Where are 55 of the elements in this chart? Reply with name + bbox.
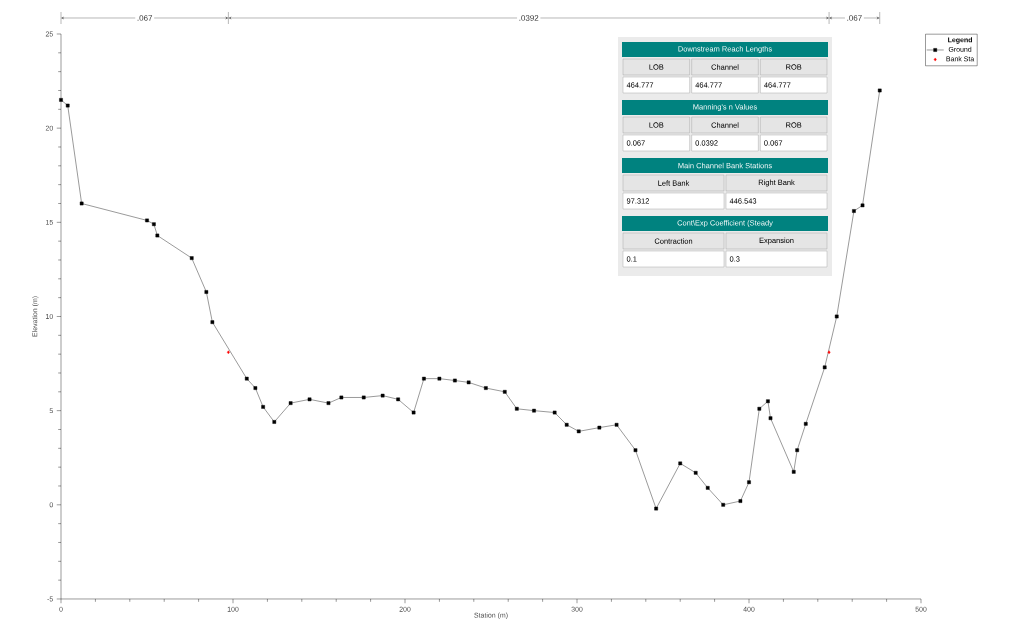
point <box>380 393 385 398</box>
point <box>204 290 209 294</box>
point <box>532 408 536 413</box>
point <box>272 420 277 424</box>
point <box>791 470 796 474</box>
point <box>738 499 743 503</box>
point <box>827 350 831 355</box>
point <box>614 422 619 427</box>
point <box>155 233 160 238</box>
point <box>396 397 400 402</box>
point <box>633 448 638 452</box>
point <box>145 218 149 223</box>
point <box>59 98 63 102</box>
point <box>411 410 416 415</box>
point <box>226 350 230 355</box>
point <box>307 397 312 402</box>
point <box>515 406 519 411</box>
point <box>795 448 799 452</box>
point <box>189 256 194 260</box>
point <box>822 365 827 370</box>
point <box>361 395 366 400</box>
point <box>564 422 569 427</box>
point <box>576 429 581 434</box>
point <box>721 503 726 507</box>
point <box>766 399 770 404</box>
point <box>339 395 344 400</box>
point <box>877 88 882 93</box>
point <box>253 386 258 390</box>
point <box>597 425 602 430</box>
point <box>860 203 865 208</box>
point <box>466 380 471 385</box>
point <box>552 410 557 415</box>
point <box>244 376 249 381</box>
point <box>705 486 710 490</box>
point <box>261 405 265 409</box>
point <box>437 376 442 381</box>
point <box>757 406 762 411</box>
point <box>65 103 70 108</box>
point <box>768 416 773 420</box>
point <box>747 480 751 485</box>
point <box>422 376 426 381</box>
point <box>693 471 698 475</box>
point <box>502 390 507 394</box>
point <box>852 209 856 213</box>
point <box>484 386 488 390</box>
point <box>326 401 331 405</box>
point <box>210 320 215 324</box>
point <box>678 461 683 466</box>
point <box>834 314 839 319</box>
point <box>288 401 293 405</box>
point <box>654 506 658 511</box>
point <box>152 222 156 226</box>
point <box>79 201 84 206</box>
point <box>803 422 808 426</box>
point <box>453 378 457 383</box>
